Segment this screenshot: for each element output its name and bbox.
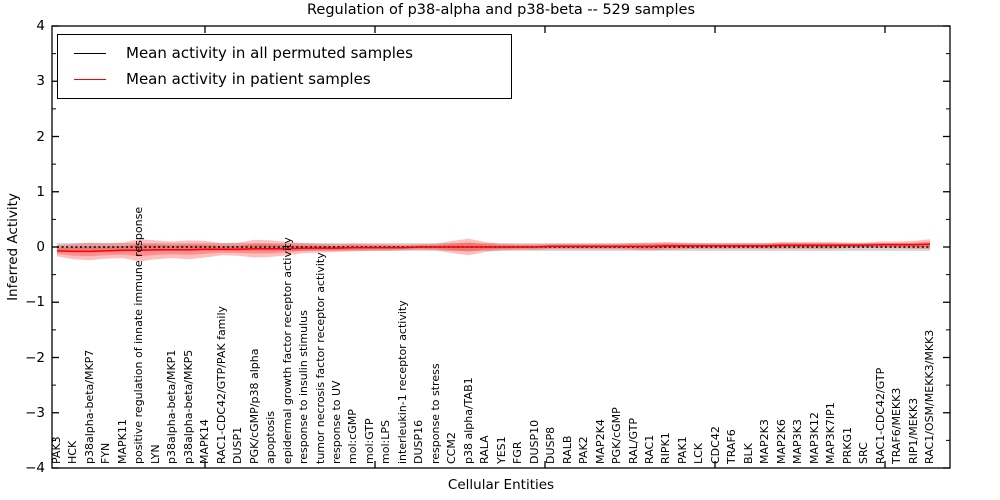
x-axis-label: Cellular Entities [447,477,555,493]
x-tick-label: RIPK1 [659,432,673,464]
x-tick-label: response to insulin stimulus [297,310,311,464]
x-tick-label: MAPK11 [115,419,129,464]
x-tick-label: p38alpha-beta/MKP1 [165,349,179,464]
x-tick-label: mol:cGMP [346,409,360,464]
x-tick-label: TRAF6 [725,429,739,464]
y-tick-label: 4 [36,18,45,34]
patient-line-swatch [74,78,106,80]
x-tick-label: BLK [741,443,755,464]
x-tick-label: apoptosis [264,411,278,464]
x-tick-label: MAPK14 [198,419,212,464]
x-tick-label: epidermal growth factor receptor activit… [280,237,294,464]
x-tick-label: response to UV [330,380,344,464]
permuted-line-swatch [74,52,106,54]
x-tick-label: MAP3K7IP1 [824,402,838,464]
legend-label-permuted: Mean activity in all permuted samples [126,44,413,62]
x-tick-label: p38 alpha/TAB1 [461,377,475,464]
x-tick-label: RALA [478,435,492,464]
x-tick-label: MAP3K12 [807,412,821,464]
x-tick-label: interleukin-1 receptor activity [395,300,409,464]
y-tick-label: −3 [25,404,45,421]
x-tick-label: RALB [560,435,574,464]
y-tick-label: 0 [36,239,45,255]
legend-item-patient: Mean activity in patient samples [58,66,511,92]
x-tick-label: YES1 [494,436,508,464]
x-tick-label: positive regulation of innate immune res… [132,206,146,464]
x-tick-label: PAK2 [577,436,591,464]
x-tick-label: CDC42 [708,426,722,464]
x-tick-label: MAP2K4 [593,419,607,464]
x-tick-label: response to stress [428,363,442,464]
patient-mean-line [56,243,931,253]
x-tick-label: mol:LPS [379,420,393,464]
x-tick-label: RIP1/MEKK3 [906,397,920,464]
y-tick-label: −1 [25,294,45,311]
x-tick-label: DUSP16 [412,419,426,464]
patient-band-outer [57,238,930,262]
x-tick-label: mol:GTP [362,418,376,464]
x-tick-label: PGK/cGMP/p38 alpha [247,348,261,464]
y-tick-label: 1 [36,183,45,200]
legend: Mean activity in all permuted samples Me… [57,34,512,99]
x-tick-label: tumor necrosis factor receptor activity [313,252,327,464]
x-tick-label: p38alpha-beta/MKP7 [82,349,96,464]
y-tick-label: −2 [25,349,45,366]
x-tick-label: RAC1/OSM/MEKK3/MKK3 [923,329,936,464]
x-tick-label: DUSP8 [544,426,558,464]
x-tick-label: DUSP1 [231,426,245,464]
x-tick-label: RAC1-CDC42/GTP/PAK family [214,305,228,464]
chart-title: Regulation of p38-alpha and p38-beta -- … [306,2,696,18]
x-tick-label: RAC1 [642,434,656,464]
x-tick-label: MAP2K3 [758,419,772,464]
x-tick-label: PAK3 [50,436,63,464]
y-tick-label: 3 [36,73,45,90]
x-tick-label: FYN [99,442,113,464]
x-tick-label: FGR [511,441,525,465]
x-tick-label: RAC1-CDC42/GTP [873,367,887,464]
x-tick-label: MAP3K3 [791,419,805,464]
x-tick-label: SRC [857,442,871,464]
x-tick-label: LCK [692,442,706,464]
x-tick-label: RAL/GTP [626,417,640,464]
x-tick-label: MAP2K6 [774,419,788,464]
legend-item-permuted: Mean activity in all permuted samples [58,40,511,66]
x-tick-label: PAK1 [675,436,689,464]
x-tick-label: CCM2 [445,432,459,464]
x-tick-label: PGK/cGMP [610,407,624,464]
y-tick-label: 2 [36,128,45,145]
x-tick-label: HCK [66,440,80,464]
y-tick-label: −4 [25,460,45,476]
x-tick-label: p38alpha-beta/MKP5 [181,349,195,464]
legend-label-patient: Mean activity in patient samples [126,70,371,88]
x-tick-label: TRAF6/MEKK3 [890,387,904,464]
x-tick-label: PRKG1 [840,426,854,464]
x-tick-label: DUSP10 [527,419,541,464]
x-tick-label: LYN [148,444,162,464]
